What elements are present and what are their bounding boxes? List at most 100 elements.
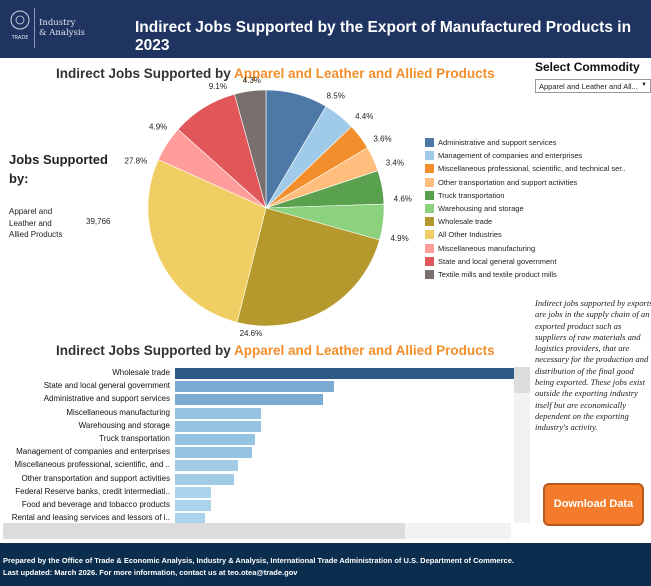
bar-row[interactable]: Rental and leasing services and lessors … — [0, 512, 515, 523]
trade-seal-logo: TRADE — [10, 10, 30, 41]
legend-item[interactable]: Warehousing and storage — [425, 202, 626, 215]
jobs-commodity: Apparel and Leather and Allied Products — [9, 207, 63, 239]
legend-swatch — [425, 190, 434, 200]
footer: Prepared by the Office of Trade & Econom… — [0, 543, 651, 586]
bar-label: Rental and leasing services and lessors … — [11, 513, 170, 523]
legend-label: Wholesale trade — [438, 217, 493, 227]
bar[interactable] — [175, 381, 334, 393]
pie-legend: Administrative and support services Manag… — [425, 136, 626, 281]
legend-item[interactable]: Administrative and support services — [425, 136, 626, 149]
bar[interactable] — [175, 486, 212, 498]
bar-row[interactable]: Miscellaneous professional, scientific, … — [0, 459, 515, 472]
bar[interactable] — [175, 473, 235, 485]
pie-slice[interactable] — [147, 159, 267, 323]
header: TRADE Industry & Analysis Indirect Jobs S… — [0, 0, 651, 58]
bar-label: Management of companies and enterprises — [16, 447, 170, 457]
pie-slice[interactable] — [234, 89, 267, 209]
legend-swatch — [425, 177, 434, 187]
description-text: Indirect jobs supported by exports are j… — [535, 298, 651, 433]
bar-label: Food and beverage and tobacco products — [21, 500, 170, 509]
legend-label: Miscellaneous manufacturing — [438, 243, 536, 253]
legend-item[interactable]: Miscellaneous manufacturing — [425, 242, 626, 255]
bar-label: State and local general government — [43, 381, 170, 391]
bar-chart-title: Indirect Jobs Supported by Apparel and L… — [56, 343, 495, 358]
bar-label: Other transportation and support activit… — [21, 473, 170, 483]
legend-label: Miscellaneous professional, scientific, … — [438, 164, 626, 174]
legend-swatch — [425, 269, 434, 279]
legend-swatch — [425, 164, 434, 174]
bar-label: Wholesale trade — [112, 368, 170, 377]
legend-item[interactable]: Wholesale trade — [425, 215, 626, 228]
legend-label: Management of companies and enterprises — [438, 151, 583, 161]
legend-label: Truck transportation — [438, 190, 505, 200]
bar[interactable] — [175, 500, 212, 511]
pie-chart-title: Indirect Jobs Supported by Apparel and L… — [56, 66, 495, 81]
legend-item[interactable]: Management of companies and enterprises — [425, 149, 626, 162]
legend-item[interactable]: State and local general government — [425, 255, 626, 268]
horizontal-scrollbar[interactable] — [3, 523, 511, 539]
jobs-heading: Jobs Supported by: — [9, 152, 108, 186]
logo-divider — [34, 8, 35, 48]
bar-label: Miscellaneous manufacturing — [66, 407, 170, 417]
pie-label: 4.6% — [394, 195, 412, 204]
horizontal-scroll-thumb[interactable] — [3, 523, 405, 539]
pie-label: 4.4% — [355, 112, 373, 121]
svg-text:TRADE: TRADE — [11, 35, 29, 41]
legend-label: State and local general government — [438, 256, 557, 266]
pie-label: 27.8% — [125, 156, 148, 165]
bar[interactable] — [175, 368, 515, 379]
bar-label: Miscellaneous professional, scientific, … — [14, 460, 170, 470]
filter-label: Select Commodity — [535, 60, 640, 74]
bar-label: Truck transportation — [99, 434, 170, 443]
bar-label: Administrative and support services — [43, 394, 170, 404]
legend-swatch — [425, 217, 434, 227]
bar-row[interactable]: Warehousing and storage — [0, 420, 515, 433]
page-title: Indirect Jobs Supported by the Export of… — [135, 19, 632, 54]
pie-label: 4.9% — [149, 123, 167, 132]
bar[interactable] — [175, 420, 261, 432]
pie-label: 4.9% — [390, 234, 408, 243]
legend-label: Textile mills and textile product mills — [438, 269, 557, 279]
pie-label: 8.5% — [327, 91, 345, 100]
bar[interactable] — [175, 407, 261, 419]
bar-row[interactable]: Food and beverage and tobacco products — [0, 499, 515, 512]
bar[interactable] — [175, 460, 238, 472]
bar-row[interactable]: Wholesale trade — [0, 367, 515, 380]
vertical-scroll-thumb[interactable] — [514, 367, 530, 393]
bar-row[interactable]: Federal Reserve banks, credit intermedia… — [0, 486, 515, 499]
pie-label: 4.3% — [243, 76, 261, 85]
legend-label: All Other Industries — [438, 230, 502, 240]
jobs-value: 39,766 — [86, 217, 111, 226]
bar-row[interactable]: State and local general government — [0, 380, 515, 393]
legend-swatch — [425, 151, 434, 161]
bar[interactable] — [175, 434, 256, 445]
bar-chart: Wholesale trade State and local general g… — [0, 367, 515, 523]
download-data-button[interactable]: Download Data — [543, 483, 644, 526]
bar[interactable] — [175, 447, 252, 459]
legend-swatch — [425, 243, 434, 253]
pie-chart: 8.5% 4.4% 3.6% 3.4% 4.6% 4.9% 24.6% 27.8% 4.9% 9.… — [125, 76, 412, 338]
legend-swatch — [425, 138, 434, 148]
bar[interactable] — [175, 394, 324, 406]
legend-swatch — [425, 204, 434, 214]
bar-row[interactable]: Truck transportation — [0, 433, 515, 446]
pie-label: 9.1% — [209, 82, 227, 91]
bar[interactable] — [175, 513, 205, 523]
bar-label: Warehousing and storage — [78, 420, 170, 430]
pie-label: 3.4% — [386, 159, 404, 168]
legend-swatch — [425, 256, 434, 266]
legend-item[interactable]: All Other Industries — [425, 228, 626, 241]
pie-slice[interactable] — [236, 207, 380, 327]
bar-row[interactable]: Miscellaneous manufacturing — [0, 407, 515, 420]
bar-label: Federal Reserve banks, credit intermedia… — [15, 486, 170, 496]
bar-row[interactable]: Other transportation and support activit… — [0, 473, 515, 486]
legend-item[interactable]: Textile mills and textile product mills — [425, 268, 626, 281]
footer-credit: Prepared by the Office of Trade & Econom… — [3, 556, 514, 565]
legend-item[interactable]: Miscellaneous professional, scientific, … — [425, 162, 626, 175]
vertical-scrollbar[interactable] — [514, 367, 530, 523]
bar-row[interactable]: Management of companies and enterprises — [0, 446, 515, 459]
legend-label: Warehousing and storage — [438, 204, 524, 214]
legend-item[interactable]: Other transportation and support activit… — [425, 176, 626, 189]
bar-row[interactable]: Administrative and support services — [0, 393, 515, 406]
legend-item[interactable]: Truck transportation — [425, 189, 626, 202]
